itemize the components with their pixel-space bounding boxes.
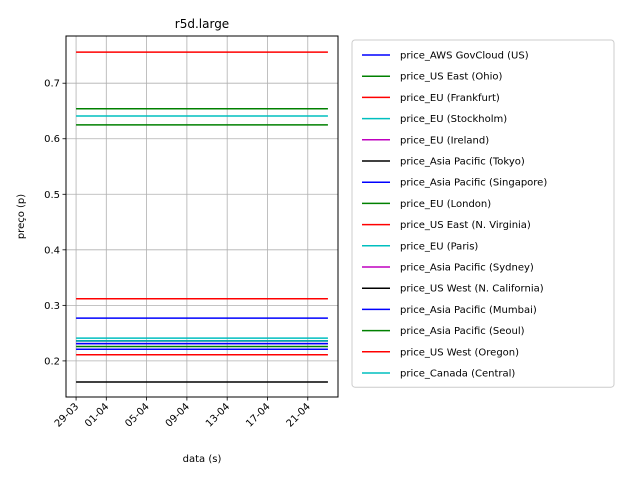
legend-label: price_US West (Oregon) [400,347,519,358]
legend-label: price_AWS GovCloud (US) [400,51,529,62]
x-tick-label: 17-04 [244,401,272,429]
y-tick-label: 0.6 [44,134,60,145]
x-tick-label: 01-04 [83,401,111,429]
legend-label: price_EU (Stockholm) [400,114,507,125]
x-tick-label: 21-04 [285,401,313,429]
y-tick-label: 0.5 [44,190,60,201]
x-tick-label: 13-04 [204,401,232,429]
legend-label: price_EU (Ireland) [400,135,489,146]
legend-label: price_Asia Pacific (Mumbai) [400,305,537,316]
legend-label: price_Asia Pacific (Tokyo) [400,157,525,168]
legend-label: price_Asia Pacific (Seoul) [400,326,525,337]
legend-label: price_US East (N. Virginia) [400,220,531,231]
y-tick-label: 0.7 [44,79,60,90]
legend-label: price_Asia Pacific (Sydney) [400,263,534,274]
x-axis-label: data (s) [183,454,222,465]
y-tick-label: 0.3 [44,301,60,312]
plot-frame [65,35,339,398]
legend-label: price_EU (Frankfurt) [400,93,500,104]
legend-label: price_Asia Pacific (Singapore) [400,178,547,189]
x-tick-label: 29-03 [53,401,81,429]
x-tick-label: 09-04 [164,401,192,429]
legend: price_AWS GovCloud (US) price_US East (Oh… [351,39,615,388]
y-tick-label: 0.4 [44,245,60,256]
chart-title: r5d.large [175,17,229,31]
series-lines [76,51,328,383]
legend-label: price_Canada (Central) [400,369,515,380]
legend-box [351,39,615,388]
legend-label: price_US West (N. California) [400,284,544,295]
grid [66,36,338,397]
legend-label: price_US East (Ohio) [400,72,502,83]
x-axis: 29-03 01-04 05-04 09-04 13-04 17-04 21-04 [53,397,313,430]
y-tick-label: 0.2 [44,356,60,367]
y-axis-label: preço (p) [16,194,27,239]
x-tick-label: 05-04 [123,401,151,429]
legend-label: price_EU (Paris) [400,241,478,252]
legend-label: price_EU (London) [400,199,491,210]
plot-area [66,36,338,397]
y-axis: 0.2 0.3 0.4 0.5 0.6 0.7 [44,79,66,367]
